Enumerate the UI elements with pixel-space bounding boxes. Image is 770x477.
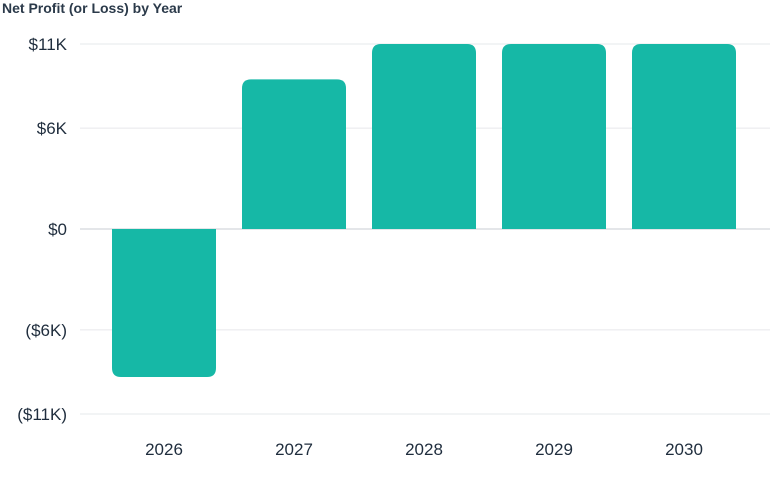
x-tick-label: 2029 <box>535 440 573 459</box>
x-axis-ticks: 2026 2027 2028 2029 2030 <box>145 440 703 459</box>
y-tick-label: ($11K) <box>17 405 67 424</box>
x-tick-label: 2030 <box>665 440 703 459</box>
x-tick-label: 2027 <box>275 440 313 459</box>
bar-2026 <box>112 229 216 377</box>
bar-2029 <box>502 44 606 229</box>
bar-2027 <box>242 79 346 230</box>
chart-title: Net Profit (or Loss) by Year <box>2 0 183 16</box>
bars <box>112 44 736 377</box>
y-tick-label: ($6K) <box>25 321 67 340</box>
y-tick-label: $0 <box>48 220 67 239</box>
x-tick-label: 2026 <box>145 440 183 459</box>
bar-2028 <box>372 44 476 229</box>
y-tick-label: $6K <box>37 119 68 138</box>
bar-2030 <box>632 44 736 229</box>
x-tick-label: 2028 <box>405 440 443 459</box>
y-tick-label: $11K <box>29 35 68 54</box>
y-axis-ticks: $11K $6K $0 ($6K) ($11K) <box>17 35 67 424</box>
